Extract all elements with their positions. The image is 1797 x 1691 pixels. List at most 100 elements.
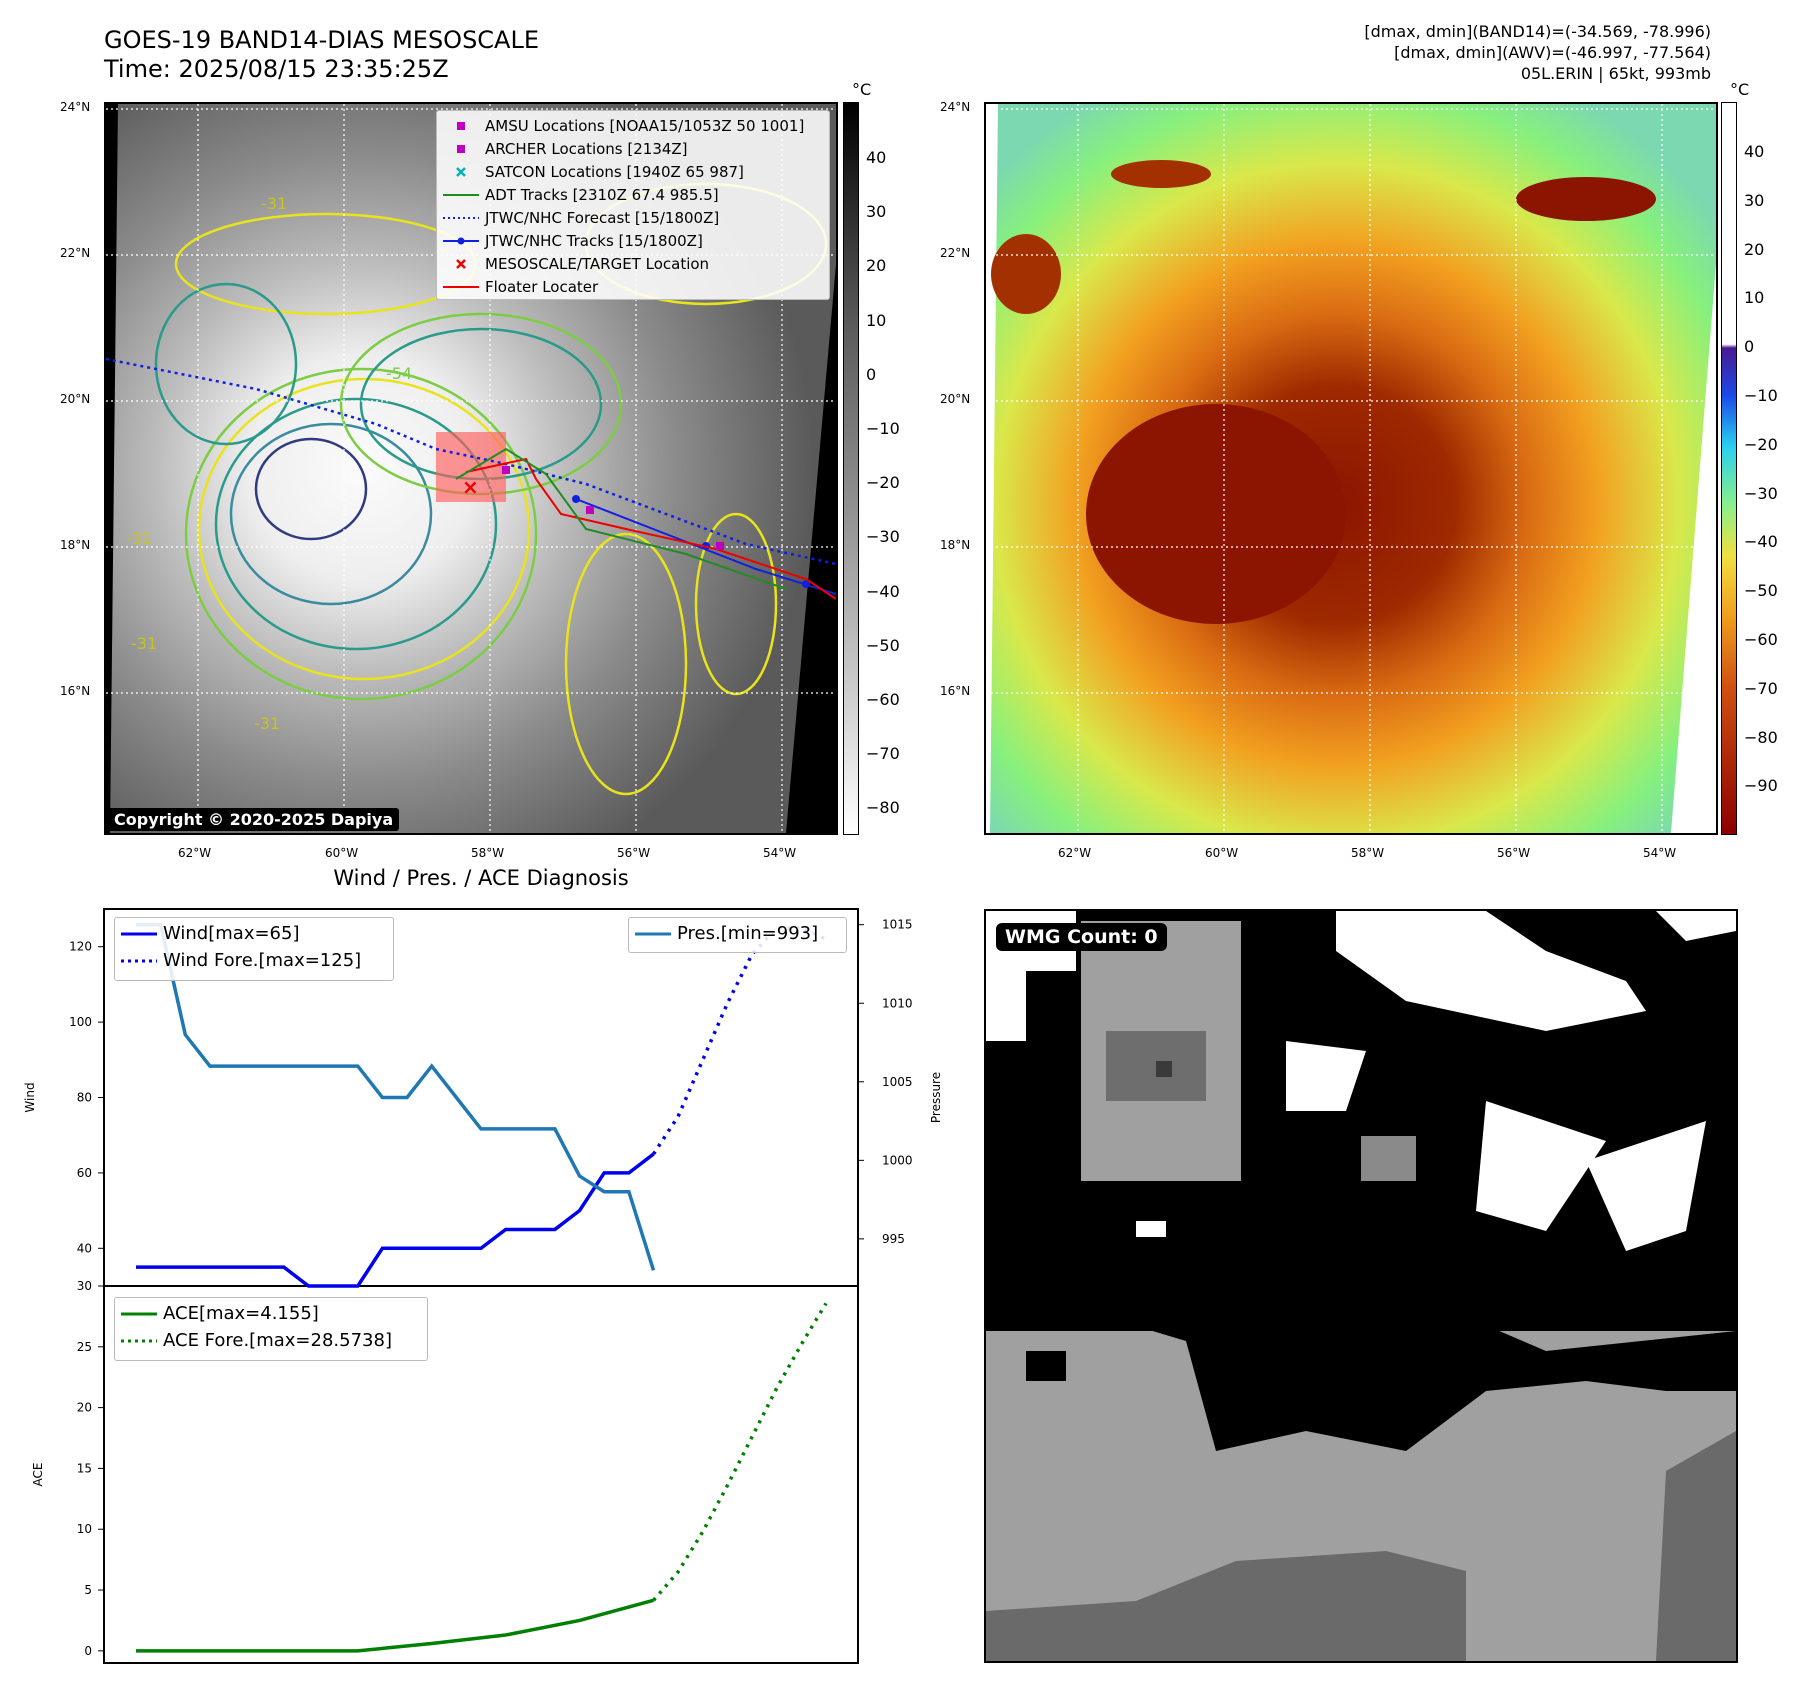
info-band14: [dmax, dmin](BAND14)=(-34.569, -78.996) <box>1364 22 1711 41</box>
awv-colorbar-tick: −90 <box>1744 776 1778 796</box>
solid-line-icon <box>443 286 479 288</box>
lon-tick: 58°W <box>1351 846 1385 860</box>
wind-ytick-label: 40 <box>77 1241 92 1255</box>
lat-tick: 22°N <box>60 246 91 260</box>
square-marker-icon <box>457 145 465 153</box>
copyright-label: Copyright © 2020-2025 Dapiya <box>108 808 400 831</box>
lat-tick: 22°N <box>940 246 971 260</box>
solid-line-icon <box>121 932 157 936</box>
ace-ytick-label: 30 <box>77 1279 92 1293</box>
ir-colorbar-tick: −80 <box>866 798 900 818</box>
awv-colorbar-tick: −40 <box>1744 532 1778 552</box>
lon-tick: 56°W <box>617 846 651 860</box>
ace-ytick-label: 20 <box>77 1401 92 1415</box>
lat-tick: 18°N <box>60 538 91 552</box>
ir-colorbar-tick: 30 <box>866 202 887 222</box>
wind-series-line <box>136 1152 655 1288</box>
info-storm: 05L.ERIN | 65kt, 993mb <box>1520 64 1711 83</box>
wind-legend: Wind[max=65] Wind Fore.[max=125] <box>114 917 394 981</box>
lat-tick: 20°N <box>60 392 91 406</box>
awv-colorbar-tick: −30 <box>1744 483 1778 503</box>
contour-label: -31 <box>254 714 281 733</box>
ir-colorbar-tick: −40 <box>866 581 900 601</box>
dotted-line-icon <box>443 217 479 219</box>
lon-tick: 60°W <box>1205 846 1239 860</box>
ir-colorbar-tick: 40 <box>866 148 887 167</box>
contour-label: -54 <box>386 364 413 383</box>
contour-label: -31 <box>261 194 288 213</box>
ir-map-panel: × -31 -54 -31 -31 -31 AMSU Locations [NO… <box>104 102 838 835</box>
lon-tick: 62°W <box>1058 846 1092 860</box>
ir-colorbar-tick: −70 <box>866 744 900 764</box>
ace-axes-frame <box>103 1285 859 1664</box>
awv-colorbar-tick: −10 <box>1744 386 1778 405</box>
wind-pressure-ace-chart: 4060801001209951000100510101015051015202… <box>23 908 943 1664</box>
ir-colorbar-tick: −10 <box>866 419 900 438</box>
wind-ytick-label: 60 <box>77 1166 92 1180</box>
ir-colorbar-unit: °C <box>852 80 872 99</box>
ace-forecast-series-line <box>652 1302 828 1602</box>
wmg-panel: WMG Count: 0 <box>984 909 1738 1663</box>
ir-colorbar-tick: −60 <box>866 690 900 709</box>
ir-colorbar-tick: −20 <box>866 473 900 493</box>
pressure-axis-label: Pressure <box>929 1072 943 1123</box>
ace-ytick-label: 0 <box>84 1644 92 1658</box>
awv-colorbar-tick: −50 <box>1744 581 1778 601</box>
lon-tick: 62°W <box>178 846 212 860</box>
lat-tick: 16°N <box>60 684 91 698</box>
ace-axis-label: ACE <box>31 1463 45 1487</box>
wind-ytick-label: 120 <box>69 940 92 954</box>
dotted-line-icon <box>121 959 157 963</box>
lon-tick: 54°W <box>1643 846 1677 860</box>
lon-tick: 60°W <box>325 846 359 860</box>
contour-label: -31 <box>131 634 158 653</box>
ace-series-line <box>136 1598 654 1653</box>
awv-colorbar-tick: 10 <box>1744 288 1765 308</box>
pressure-ytick-label: 1000 <box>882 1153 913 1167</box>
square-marker-icon <box>457 122 465 130</box>
awv-colorbar-tick: 20 <box>1744 239 1765 259</box>
ace-ytick-label: 5 <box>84 1583 92 1597</box>
ace-legend: ACE[max=4.155] ACE Fore.[max=28.5738] <box>114 1297 428 1361</box>
ace-ytick-label: 10 <box>77 1522 92 1536</box>
chart-title: Wind / Pres. / ACE Diagnosis <box>333 866 629 890</box>
x-marker-icon <box>456 259 466 269</box>
lat-tick: 16°N <box>940 684 971 698</box>
awv-colorbar-tick: −60 <box>1744 630 1778 649</box>
pressure-ytick-label: 1010 <box>882 996 913 1010</box>
solid-line-icon <box>443 194 479 196</box>
ir-colorbar-tick: 0 <box>866 364 877 384</box>
lon-tick: 54°W <box>763 846 797 860</box>
awv-colorbar-tick: −80 <box>1744 727 1778 747</box>
x-marker-icon <box>456 167 466 177</box>
ace-ytick-label: 15 <box>77 1461 92 1475</box>
ir-colorbar-tick: 20 <box>866 256 887 276</box>
lon-tick: 58°W <box>471 846 505 860</box>
awv-colorbar-unit: °C <box>1730 80 1750 99</box>
figure-title: GOES-19 BAND14-DIAS MESOSCALE <box>104 26 540 54</box>
awv-colorbar-tick: 30 <box>1744 190 1765 210</box>
wind-axis-label: Wind <box>23 1082 37 1112</box>
info-awv: [dmax, dmin](AWV)=(-46.997, -77.564) <box>1394 43 1711 62</box>
lon-tick: 56°W <box>1497 846 1531 860</box>
pressure-ytick-label: 1005 <box>882 1075 913 1089</box>
solid-line-icon <box>121 1312 157 1316</box>
lat-tick: 18°N <box>940 538 971 552</box>
ir-colorbar <box>843 102 859 835</box>
wind-ytick-label: 80 <box>77 1091 92 1105</box>
lat-tick: 24°N <box>60 100 91 114</box>
wmg-count-label: WMG Count: 0 <box>996 923 1167 951</box>
solid-line-icon <box>635 932 671 936</box>
wind-forecast-series-line <box>652 926 827 1156</box>
line-dot-icon <box>443 237 479 245</box>
awv-colorbar-tick: −70 <box>1744 678 1778 698</box>
pressure-ytick-label: 1015 <box>882 918 913 932</box>
wmg-graphic <box>986 911 1736 1661</box>
figure-time: Time: 2025/08/15 23:35:25Z <box>104 55 449 83</box>
contour-label: -31 <box>126 529 153 548</box>
ir-colorbar-tick: −30 <box>866 527 900 547</box>
ir-legend: AMSU Locations [NOAA15/1053Z 50 1001] AR… <box>436 110 830 300</box>
awv-colorbar-tick: 0 <box>1744 337 1755 357</box>
ace-ytick-label: 25 <box>77 1340 92 1354</box>
ir-colorbar-tick: −50 <box>866 635 900 655</box>
